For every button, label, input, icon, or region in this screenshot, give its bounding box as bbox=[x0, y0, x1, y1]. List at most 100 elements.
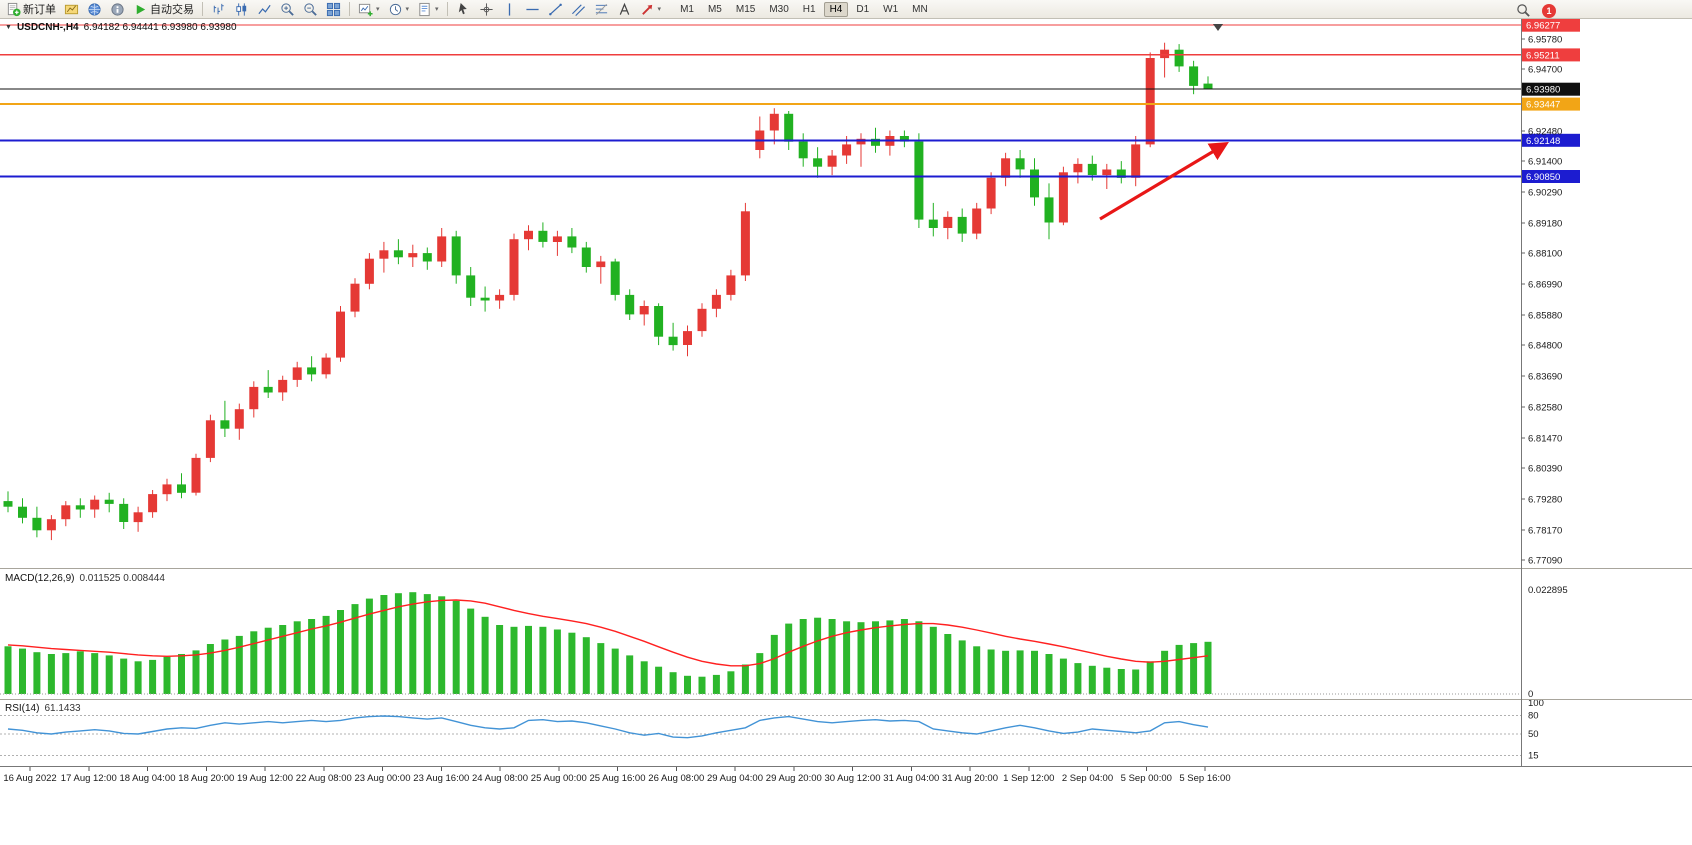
candle-chart-icon bbox=[234, 2, 249, 17]
price-tick-label: 6.90290 bbox=[1528, 188, 1562, 199]
toolbar-button-new-chart[interactable]: ▾ bbox=[354, 0, 384, 19]
new-chart-icon bbox=[358, 2, 373, 17]
zoom-out-icon bbox=[303, 2, 318, 17]
chart-window[interactable]: 0.022895 0 100 80 50 15 16 Aug 2022 17 Aug 12:0… bbox=[0, 19, 1692, 845]
bar-chart-icon bbox=[211, 2, 226, 17]
toolbar-button-crosshair[interactable] bbox=[475, 0, 498, 19]
timeframe-toolbar: M1 M5 M15 M30 H1 H4 D1 W1 MN bbox=[673, 1, 935, 17]
chart-group-icon bbox=[64, 2, 79, 17]
timeframe-button-m1[interactable]: M1 bbox=[680, 3, 694, 15]
toolbar-button-auto-trading[interactable]: 自动交易 bbox=[129, 0, 198, 19]
dropdown-caret-icon: ▾ bbox=[376, 6, 380, 13]
toolbar-separator bbox=[349, 2, 350, 16]
price-tick-label: 6.80390 bbox=[1528, 464, 1562, 475]
price-tick-label: 6.81470 bbox=[1528, 433, 1562, 444]
timeframe-button-m15[interactable]: M15 bbox=[735, 3, 756, 15]
search-button[interactable] bbox=[1512, 1, 1535, 20]
chart-symbol-header[interactable]: ▼ USDCNH-,H4 6.94182 6.94441 6.93980 6.9… bbox=[5, 22, 237, 33]
dropdown-caret-icon: ▾ bbox=[405, 6, 410, 13]
price-marker-box bbox=[1522, 48, 1580, 62]
timeframe-button-mn[interactable]: MN bbox=[912, 3, 928, 15]
time-axis-label: 31 Aug 20:00 bbox=[942, 773, 998, 784]
time-axis-label: 18 Aug 04:00 bbox=[120, 773, 176, 784]
chart-shift-marker[interactable] bbox=[1213, 24, 1223, 31]
price-tick-label: 6.83690 bbox=[1528, 372, 1562, 383]
toolbar-button-trendline[interactable] bbox=[544, 0, 567, 19]
price-tick-label: 6.78170 bbox=[1528, 525, 1562, 536]
time-axis-label: 23 Aug 16:00 bbox=[413, 773, 469, 784]
time-axis-label: 1 Sep 12:00 bbox=[1003, 773, 1054, 784]
toolbar-button-line-chart-mode[interactable] bbox=[253, 0, 276, 19]
time-axis-label: 25 Aug 16:00 bbox=[590, 773, 646, 784]
time-axis-label: 26 Aug 08:00 bbox=[648, 773, 704, 784]
new-order-icon bbox=[6, 2, 21, 17]
macd-axis-label: 0.022895 bbox=[1528, 585, 1568, 596]
toolbar-button-charts[interactable] bbox=[60, 0, 83, 19]
timeframe-button-m30[interactable]: M30 bbox=[769, 3, 789, 15]
toolbar-button-data-window[interactable] bbox=[106, 0, 129, 19]
toolbar-button-horizontal-line[interactable] bbox=[521, 0, 544, 19]
toolbar-button-label: 新订单 bbox=[23, 4, 56, 16]
rsi-axis-label: 50 bbox=[1528, 729, 1539, 740]
price-markers[interactable]: 6.96277 6.95211 6.93980 6.93447 6.92148 6.908… bbox=[0, 19, 1580, 183]
collapse-arrow-icon[interactable]: ▼ bbox=[5, 24, 12, 31]
trendline-icon bbox=[548, 2, 563, 17]
toolbar-button-templates[interactable]: ▾ bbox=[413, 0, 443, 19]
timeframe-button-d1[interactable]: D1 bbox=[856, 3, 870, 15]
toolbar-button-tile-windows[interactable] bbox=[322, 0, 345, 19]
toolbar-button-candlestick-mode[interactable] bbox=[230, 0, 253, 19]
timeframe-button-h4[interactable]: H4 bbox=[823, 1, 849, 17]
price-tick-label: 6.79280 bbox=[1528, 494, 1562, 505]
dropdown-caret-icon: ▾ bbox=[657, 6, 662, 13]
timeframe-button-m5[interactable]: M5 bbox=[707, 3, 722, 15]
toolbar-button-profiles[interactable] bbox=[83, 0, 106, 19]
price-tick-label: 6.86990 bbox=[1528, 280, 1562, 291]
toolbar-buttons-group: 新订单 自动交易 ▾ ▾ ▾ ▾ bbox=[2, 0, 665, 19]
price-tick-label: 6.92480 bbox=[1528, 127, 1562, 138]
crosshair-icon bbox=[479, 2, 494, 17]
toolbar-button-new-order[interactable]: 新订单 bbox=[2, 0, 60, 19]
toolbar-button-zoom-out[interactable] bbox=[299, 0, 322, 19]
time-axis-label: 30 Aug 12:00 bbox=[825, 773, 881, 784]
autotrade-icon bbox=[133, 2, 148, 17]
vline-icon bbox=[502, 2, 517, 17]
timeframe-button-w1[interactable]: W1 bbox=[883, 3, 899, 15]
price-marker-box bbox=[1522, 19, 1580, 32]
arrows-icon bbox=[640, 2, 655, 17]
price-marker-label: 6.93447 bbox=[1526, 100, 1560, 111]
trend-arrow-annotation[interactable] bbox=[1099, 142, 1229, 221]
candlesticks[interactable] bbox=[3, 42, 1213, 541]
profiles-icon bbox=[87, 2, 102, 17]
price-tick-label: 6.95780 bbox=[1528, 35, 1562, 46]
toolbar-button-periods[interactable]: ▾ bbox=[384, 0, 414, 19]
price-marker-label: 6.96277 bbox=[1526, 21, 1560, 32]
toolbar-button-equidistant-channel[interactable] bbox=[567, 0, 590, 19]
toolbar-button-arrows[interactable]: ▾ bbox=[636, 0, 666, 19]
price-marker-box bbox=[1522, 133, 1580, 147]
toolbar-button-text[interactable] bbox=[613, 0, 636, 19]
macd-indicator-label: MACD(12,26,9) 0.011525 0.008444 bbox=[5, 573, 165, 584]
line-chart-icon bbox=[257, 2, 272, 17]
toolbar-button-fibonacci[interactable] bbox=[590, 0, 613, 19]
time-axis-label: 31 Aug 04:00 bbox=[883, 773, 939, 784]
price-marker-label: 6.90850 bbox=[1526, 172, 1560, 183]
toolbar: 新订单 自动交易 ▾ ▾ ▾ ▾ M1 M5 M15 M30 H1 H4 D1 W1 MN 1 bbox=[0, 0, 1692, 19]
toolbar-button-cursor[interactable] bbox=[452, 0, 475, 19]
toolbar-separator bbox=[202, 2, 203, 16]
price-tick-label: 6.91400 bbox=[1528, 157, 1562, 168]
cursor-icon bbox=[456, 2, 471, 17]
toolbar-button-label: 自动交易 bbox=[150, 4, 194, 16]
price-marker-box bbox=[1522, 82, 1580, 96]
toolbar-button-bar-chart-mode[interactable] bbox=[207, 0, 230, 19]
time-axis-label: 22 Aug 08:00 bbox=[296, 773, 352, 784]
timeframe-button-h1[interactable]: H1 bbox=[802, 3, 816, 15]
notification-badge[interactable]: 1 bbox=[1542, 3, 1556, 18]
time-axis-label: 5 Sep 16:00 bbox=[1179, 773, 1230, 784]
toolbar-button-vertical-line[interactable] bbox=[498, 0, 521, 19]
toolbar-separator bbox=[446, 2, 448, 16]
rsi-axis-label: 100 bbox=[1528, 698, 1544, 709]
zoom-in-icon bbox=[280, 2, 295, 17]
rsi-axis-label: 15 bbox=[1528, 751, 1539, 762]
toolbar-button-zoom-in[interactable] bbox=[276, 0, 299, 19]
